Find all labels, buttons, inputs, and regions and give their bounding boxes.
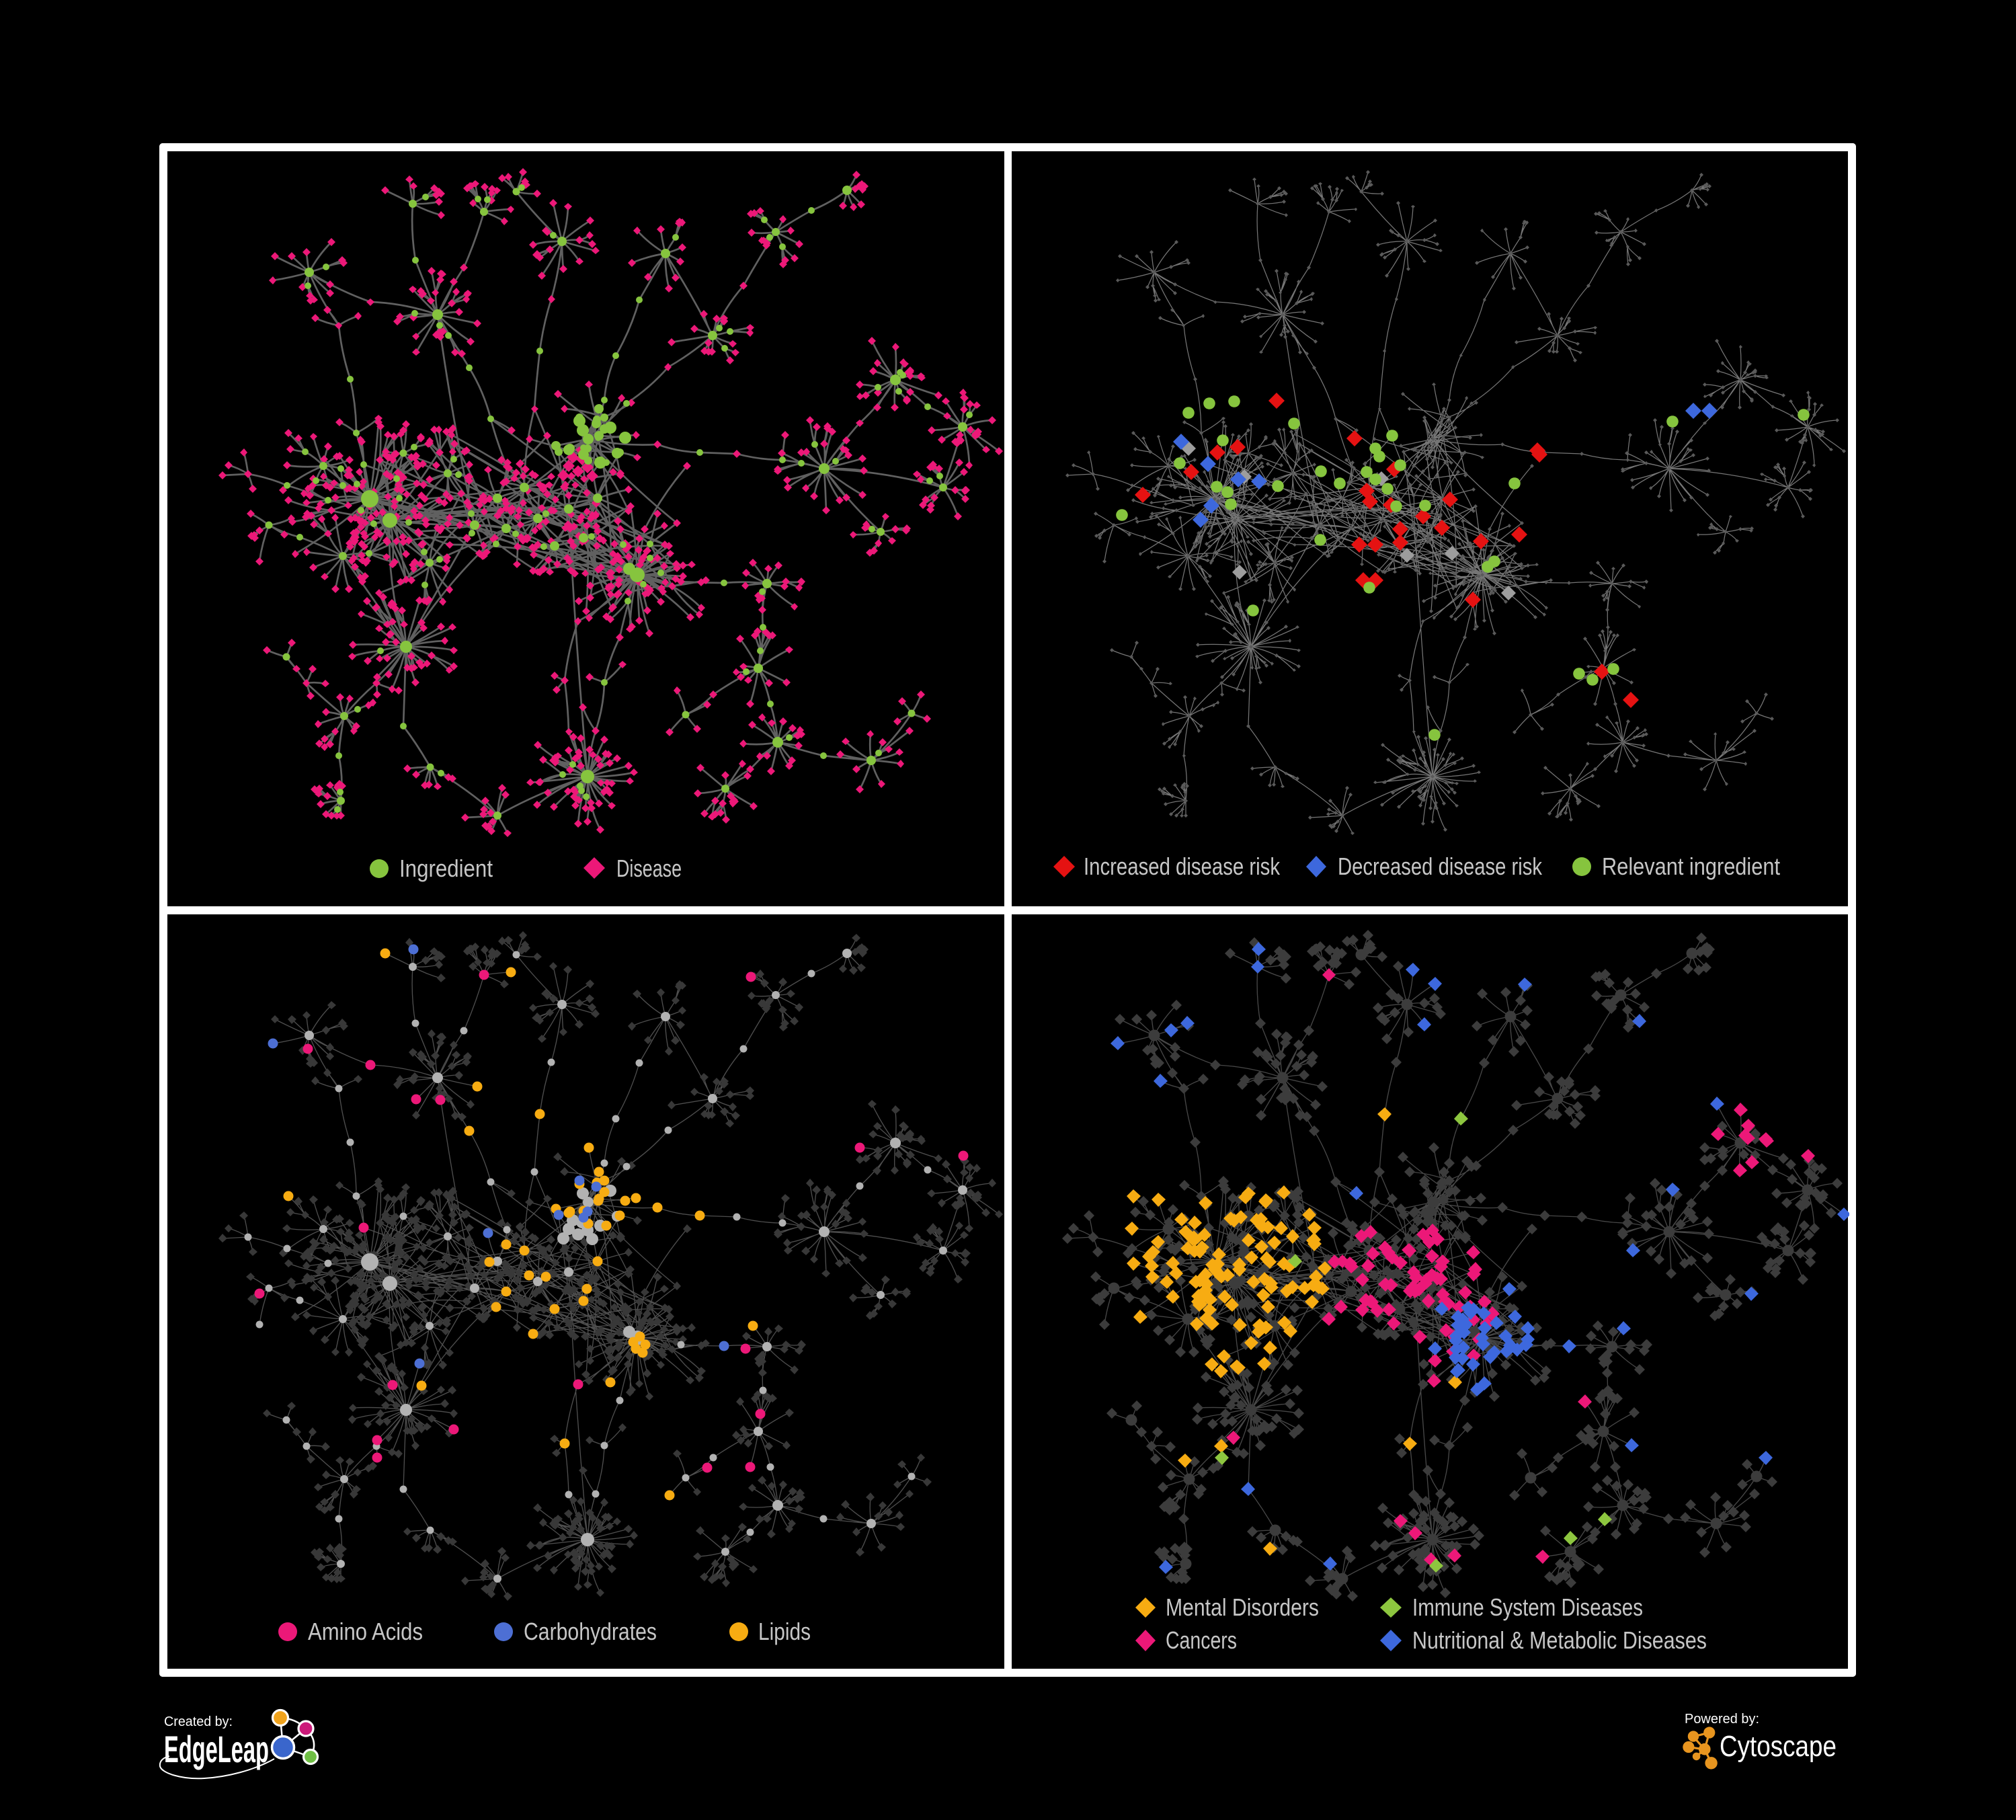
svg-text:Disease: Disease <box>616 855 682 882</box>
svg-text:EdgeLeap: EdgeLeap <box>164 1728 269 1770</box>
svg-text:Nutritional & Metabolic Diseas: Nutritional & Metabolic Diseases <box>1412 1626 1707 1654</box>
svg-text:Powered by:: Powered by: <box>1685 1712 1759 1727</box>
svg-text:Lipids: Lipids <box>758 1618 811 1645</box>
svg-text:Carbohydrates: Carbohydrates <box>524 1618 657 1645</box>
svg-text:Created by:: Created by: <box>164 1714 233 1729</box>
svg-text:Mental Disorders: Mental Disorders <box>1166 1593 1319 1621</box>
svg-text:Amino Acids: Amino Acids <box>308 1618 423 1645</box>
svg-text:Decreased disease risk: Decreased disease risk <box>1338 853 1543 880</box>
svg-text:Immune System Diseases: Immune System Diseases <box>1412 1593 1643 1621</box>
svg-text:Ingredient: Ingredient <box>399 855 493 882</box>
svg-text:Cancers: Cancers <box>1166 1626 1237 1654</box>
svg-text:Increased disease risk: Increased disease risk <box>1084 853 1281 880</box>
svg-text:Cytoscape: Cytoscape <box>1720 1730 1837 1763</box>
svg-text:Relevant ingredient: Relevant ingredient <box>1602 853 1780 880</box>
